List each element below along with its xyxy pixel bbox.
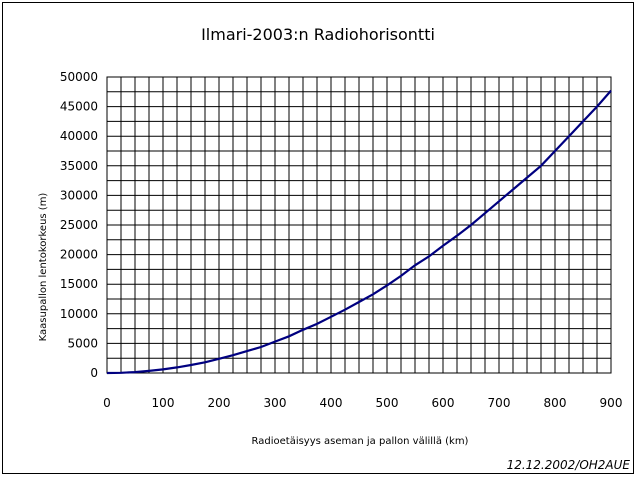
x-tick-label: 300 [264, 396, 287, 410]
y-tick-label: 0 [90, 366, 98, 380]
y-tick-label: 10000 [60, 307, 98, 321]
y-tick-label: 15000 [60, 277, 98, 291]
x-axis-label: Radioetäisyys aseman ja pallon välillä (… [252, 436, 469, 447]
y-tick-labels: 0 5000 10000 15000 20000 25000 30000 35000 40000… [60, 70, 98, 380]
chart-title: Ilmari-2003:n Radiohorisontti [201, 25, 435, 44]
x-tick-label: 900 [600, 396, 623, 410]
x-tick-label: 0 [103, 396, 111, 410]
footer-credit: 12.12.2002/OH2AUE [507, 458, 631, 472]
series-line [106, 89, 612, 375]
y-axis-label: Kaasupallon lentokorkeus (m) [38, 193, 49, 342]
y-tick-label: 20000 [60, 248, 98, 262]
x-tick-labels: 0 100 200 300 400 500 600 700 800 900 [103, 396, 622, 410]
y-tick-label: 5000 [67, 336, 98, 350]
plot-border [106, 76, 612, 374]
x-tick-label: 800 [544, 396, 567, 410]
x-tick-label: 400 [320, 396, 343, 410]
y-tick-label: 30000 [60, 188, 98, 202]
x-tick-label: 600 [432, 396, 455, 410]
y-tick-label: 50000 [60, 70, 98, 84]
x-tick-label: 700 [488, 396, 511, 410]
y-tick-label: 25000 [60, 218, 98, 232]
x-tick-label: 500 [376, 396, 399, 410]
x-tick-label: 200 [208, 396, 231, 410]
chart-frame [2, 2, 634, 474]
grid [106, 76, 612, 374]
y-tick-label: 35000 [60, 159, 98, 173]
x-tick-label: 100 [152, 396, 175, 410]
y-tick-label: 45000 [60, 100, 98, 114]
y-tick-label: 40000 [60, 129, 98, 143]
